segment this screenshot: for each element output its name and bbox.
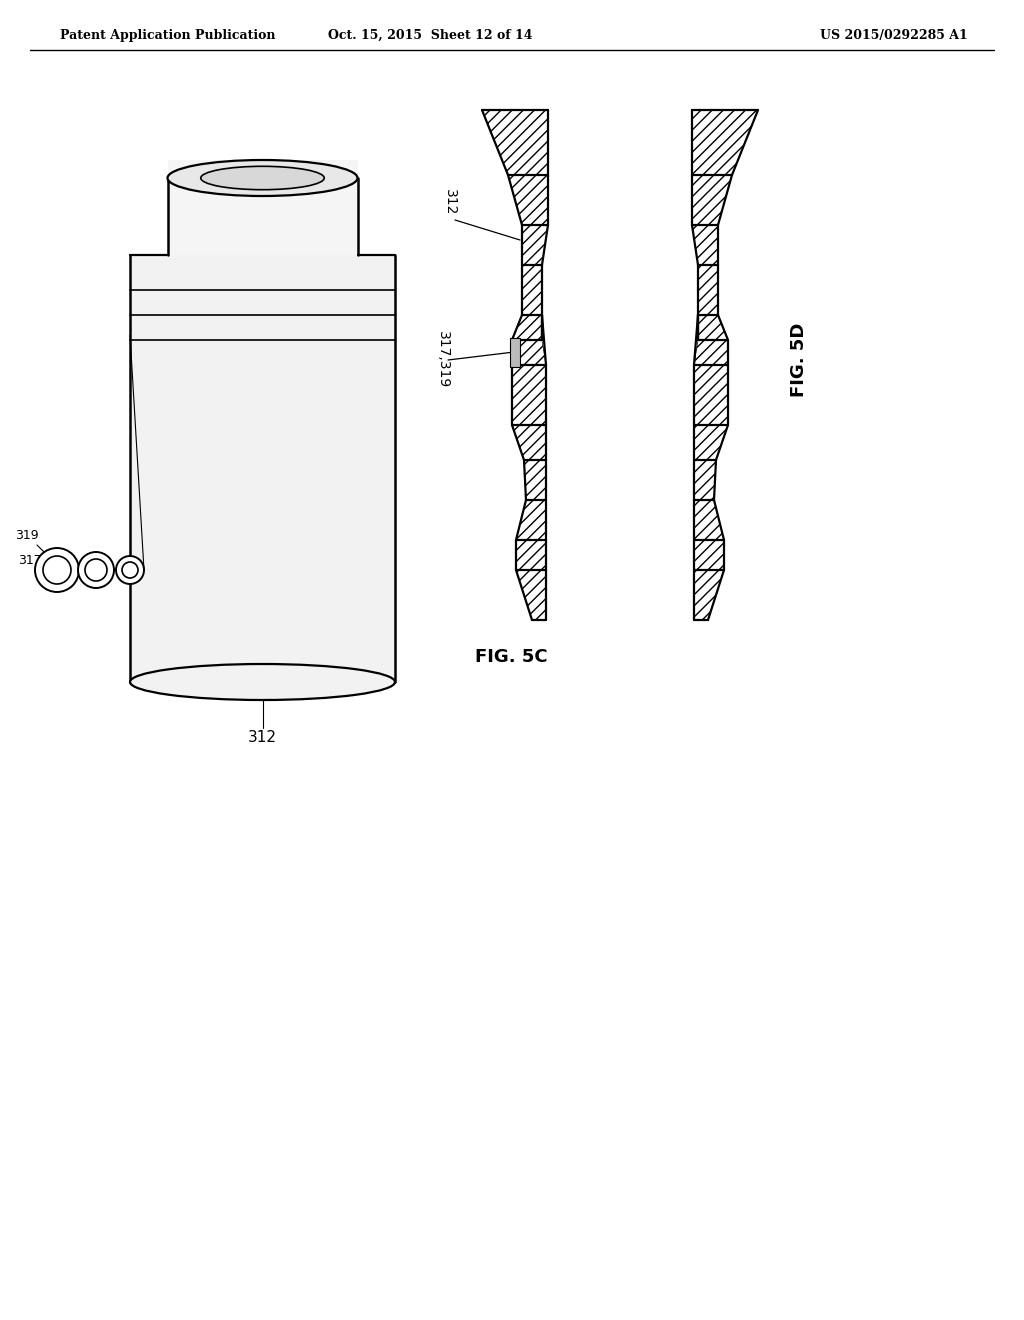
Ellipse shape	[201, 166, 325, 190]
Text: 319: 319	[15, 529, 39, 543]
Bar	[510, 338, 520, 367]
Text: Patent Application Publication: Patent Application Publication	[60, 29, 275, 41]
Text: 312: 312	[443, 189, 457, 215]
Text: 317: 317	[18, 553, 42, 566]
Text: 315: 315	[56, 569, 80, 582]
Text: US 2015/0292285 A1: US 2015/0292285 A1	[820, 29, 968, 41]
Text: 317,319: 317,319	[436, 331, 450, 388]
Ellipse shape	[168, 160, 357, 195]
Circle shape	[116, 556, 144, 583]
Circle shape	[78, 552, 114, 587]
Circle shape	[122, 562, 138, 578]
Polygon shape	[482, 110, 548, 620]
Text: FIG. 5C: FIG. 5C	[475, 648, 548, 667]
Polygon shape	[692, 110, 758, 620]
Circle shape	[35, 548, 79, 591]
Circle shape	[43, 556, 71, 583]
Text: FIG. 5D: FIG. 5D	[790, 323, 808, 397]
Circle shape	[85, 558, 106, 581]
Bar	[130, 255, 395, 682]
Ellipse shape	[130, 664, 395, 700]
Text: 312: 312	[248, 730, 278, 744]
Text: Oct. 15, 2015  Sheet 12 of 14: Oct. 15, 2015 Sheet 12 of 14	[328, 29, 532, 41]
Bar	[168, 160, 358, 255]
